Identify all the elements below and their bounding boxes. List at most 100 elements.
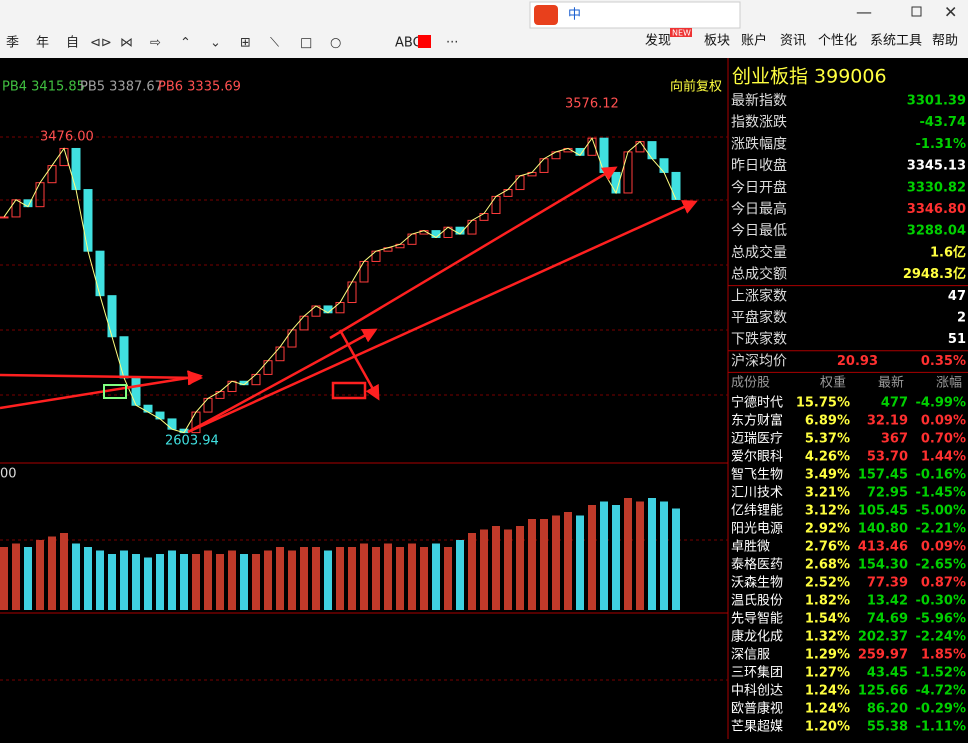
quote-label: 总成交额 bbox=[731, 266, 787, 283]
table-cell[interactable]: 三环集团 bbox=[731, 665, 783, 681]
quote-label: 昨日收盘 bbox=[731, 157, 787, 174]
table-cell[interactable]: 智飞生物 bbox=[731, 468, 783, 483]
ime-logo bbox=[534, 5, 558, 25]
toolbar-icon[interactable]: ⌄ bbox=[210, 36, 221, 51]
volume-bar bbox=[240, 554, 248, 610]
window-close[interactable]: ✕ bbox=[944, 3, 957, 22]
table-cell: 259.97 bbox=[858, 648, 908, 663]
menu-item[interactable]: 资讯 bbox=[780, 34, 806, 49]
menu-item[interactable]: 账户 bbox=[741, 33, 767, 49]
menu-item[interactable]: 系统工具 bbox=[870, 34, 922, 49]
table-cell[interactable]: 亿纬锂能 bbox=[731, 504, 783, 519]
menu-item[interactable]: 发现 bbox=[645, 33, 671, 49]
table-cell[interactable]: 欧普康视 bbox=[731, 701, 783, 717]
volume-bar bbox=[168, 550, 176, 610]
volume-bar bbox=[384, 543, 392, 610]
toolbar-icon[interactable]: ⟍ bbox=[270, 36, 280, 51]
table-cell: 2.92% bbox=[805, 522, 850, 537]
toolbar-icon[interactable]: ⌃ bbox=[180, 36, 191, 51]
volume-bar bbox=[636, 501, 644, 610]
table-cell[interactable]: 温氏股份 bbox=[731, 594, 783, 609]
volume-bar bbox=[552, 515, 560, 610]
marker-box bbox=[103, 384, 127, 399]
menu-item[interactable]: 帮助 bbox=[932, 34, 958, 49]
volume-bar bbox=[264, 550, 272, 610]
window-minimize[interactable]: — bbox=[856, 3, 872, 22]
toolbar-icon[interactable]: ⋈ bbox=[120, 36, 133, 51]
table-cell: -5.00% bbox=[916, 504, 967, 519]
adjust-mode[interactable]: 向前复权 bbox=[670, 79, 722, 95]
table-cell[interactable]: 深信服 bbox=[731, 648, 770, 663]
quote-label: 今日开盘 bbox=[731, 179, 787, 196]
volume-bar bbox=[408, 543, 416, 610]
table-cell[interactable]: 先导智能 bbox=[731, 612, 783, 627]
table-cell[interactable]: 东方财富 bbox=[731, 413, 783, 429]
table-cell: 1.24% bbox=[805, 684, 850, 699]
toolbar-button[interactable]: ABC bbox=[395, 36, 422, 51]
candle bbox=[35, 182, 45, 208]
table-cell: -2.65% bbox=[916, 558, 967, 573]
candle bbox=[287, 329, 297, 348]
table-cell: 0.09% bbox=[921, 540, 966, 555]
toolbar-button[interactable]: 年 bbox=[36, 36, 49, 51]
volume-bar bbox=[228, 550, 236, 610]
volume-bar bbox=[612, 505, 620, 610]
table-cell: 3.12% bbox=[805, 504, 850, 519]
toolbar-more[interactable]: ··· bbox=[446, 36, 458, 51]
candle bbox=[119, 336, 129, 379]
quote-value: 47 bbox=[948, 289, 966, 304]
volume-bar bbox=[468, 533, 476, 610]
table-header: 最新 bbox=[878, 375, 904, 391]
toolbar-icon[interactable]: ○ bbox=[330, 36, 341, 51]
table-cell[interactable]: 迈瑞医疗 bbox=[731, 432, 783, 447]
menu-item[interactable]: 个性化 bbox=[818, 34, 857, 49]
toolbar-icon[interactable]: □ bbox=[300, 36, 312, 51]
color-button[interactable] bbox=[418, 35, 431, 48]
table-cell[interactable]: 阳光电源 bbox=[731, 522, 783, 537]
menu-item[interactable]: 板块 bbox=[704, 34, 730, 49]
toolbar-icon[interactable]: ⊲⊳ bbox=[90, 36, 112, 51]
toolbar-icon[interactable]: ⇨ bbox=[150, 36, 161, 51]
table-cell: 154.30 bbox=[858, 558, 908, 573]
table-cell[interactable]: 泰格医药 bbox=[731, 557, 783, 573]
table-cell: 1.44% bbox=[921, 450, 966, 465]
table-cell: 72.95 bbox=[867, 486, 908, 501]
window-restore[interactable] bbox=[911, 6, 922, 17]
table-cell[interactable]: 康龙化成 bbox=[731, 629, 783, 645]
table-cell: -2.21% bbox=[916, 522, 967, 537]
candle bbox=[71, 147, 81, 191]
candle bbox=[599, 137, 609, 173]
ime-bar bbox=[529, 1, 741, 29]
table-header: 成份股 bbox=[731, 376, 770, 391]
table-cell[interactable]: 卓胜微 bbox=[731, 540, 770, 555]
volume-bar bbox=[60, 533, 68, 610]
candle bbox=[131, 377, 141, 406]
volume-bars bbox=[0, 498, 680, 610]
candle bbox=[299, 315, 309, 331]
ime-lang[interactable]: 中 bbox=[568, 8, 581, 23]
table-cell[interactable]: 宁德时代 bbox=[731, 395, 783, 411]
quote-label: 今日最低 bbox=[731, 223, 787, 239]
toolbar-button[interactable]: 自 bbox=[66, 36, 79, 51]
table-cell[interactable]: 中科创达 bbox=[731, 684, 783, 699]
toolbar-icon[interactable]: ⊞ bbox=[240, 36, 251, 51]
table-cell[interactable]: 沃森生物 bbox=[731, 576, 783, 591]
table-cell[interactable]: 汇川技术 bbox=[731, 486, 783, 501]
quote-label: 指数涨跌 bbox=[731, 115, 787, 131]
volume-bar bbox=[480, 529, 488, 610]
table-cell: 32.19 bbox=[867, 414, 908, 429]
candle bbox=[635, 141, 645, 153]
table-cell: 77.39 bbox=[867, 576, 908, 591]
candle bbox=[647, 141, 657, 160]
table-cell[interactable]: 爱尔眼科 bbox=[731, 450, 783, 465]
toolbar-button[interactable]: 季 bbox=[6, 36, 19, 51]
table-cell: -1.52% bbox=[916, 666, 967, 681]
volume-bar bbox=[108, 554, 116, 610]
volume-bar bbox=[444, 547, 452, 610]
quote-value: 3301.39 bbox=[907, 94, 966, 109]
volume-bar bbox=[24, 547, 32, 610]
volume-bar bbox=[120, 550, 128, 610]
candle bbox=[107, 295, 117, 338]
table-cell[interactable]: 芒果超媒 bbox=[731, 719, 783, 735]
table-cell: -0.16% bbox=[916, 468, 967, 483]
